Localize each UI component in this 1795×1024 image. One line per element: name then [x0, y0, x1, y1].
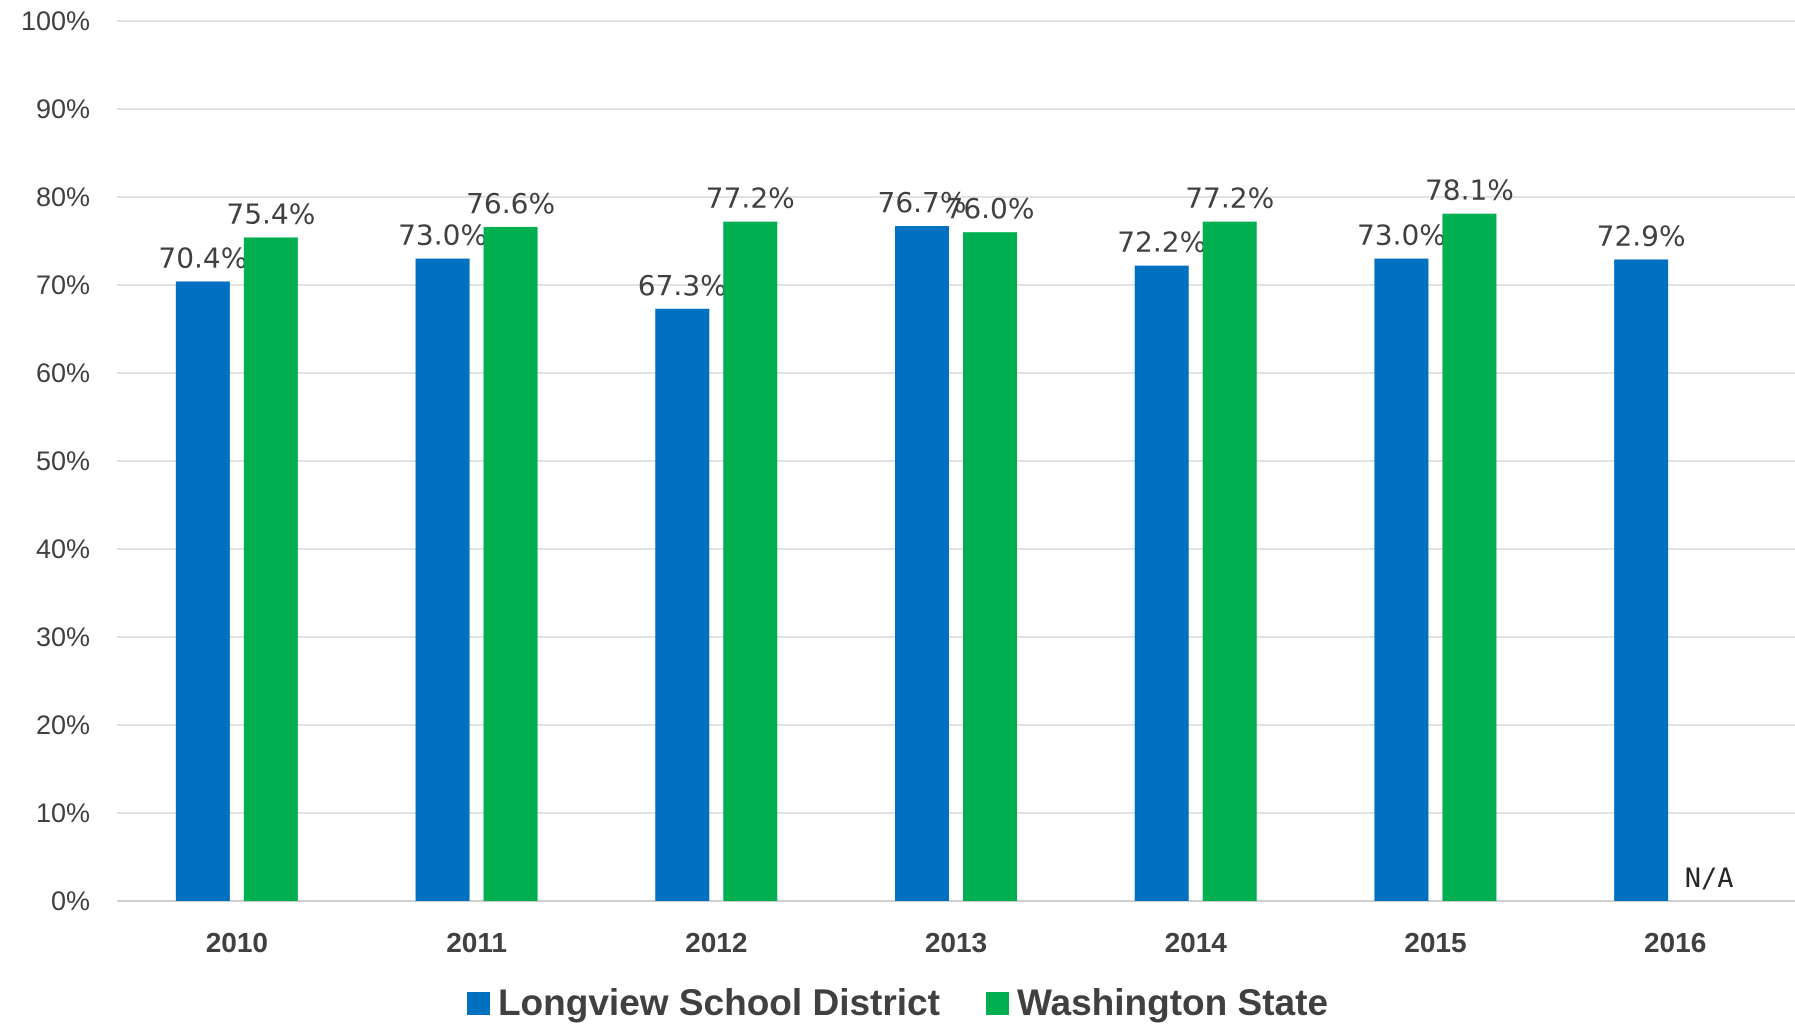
- legend-item-washington: Washington State: [985, 982, 1329, 1024]
- data-label: 76.7%: [878, 186, 967, 219]
- legend-item-longview: Longview School District: [466, 982, 940, 1024]
- x-tick-label: 2012: [685, 927, 747, 958]
- y-tick-label: 20%: [36, 710, 90, 740]
- data-label: 72.2%: [1117, 226, 1206, 259]
- y-tick-label: 60%: [36, 358, 90, 388]
- y-tick-label: 70%: [36, 270, 90, 300]
- y-tick-label: 40%: [36, 534, 90, 564]
- y-tick-label: 30%: [36, 622, 90, 652]
- data-label: 67.3%: [638, 269, 727, 302]
- bar-washington: [963, 232, 1017, 901]
- bar-chart: 0% 10% 20% 30% 40% 50% 60% 70% 80% 90% 100% 70.4% 75…: [21, 6, 1795, 958]
- data-label: 77.2%: [1185, 182, 1274, 215]
- bar-longview: [895, 226, 949, 902]
- bar-washington: [1202, 221, 1257, 901]
- legend-label-washington: Washington State: [1016, 982, 1329, 1023]
- data-label: 73.0%: [398, 219, 487, 252]
- bar-longview: [655, 308, 710, 901]
- bar-washington: [483, 226, 538, 902]
- data-label-na: N/A: [1685, 863, 1734, 894]
- y-tick-label: 80%: [36, 182, 90, 212]
- data-label: 75.4%: [226, 197, 315, 230]
- y-tick-label: 0%: [51, 886, 90, 916]
- data-label: 76.0%: [946, 192, 1035, 225]
- bar-washington: [1442, 213, 1497, 902]
- x-tick-label: 2010: [206, 927, 268, 958]
- y-tick-label: 50%: [36, 446, 90, 476]
- legend-swatch-longview: [466, 991, 490, 1015]
- legend-swatch-washington: [985, 991, 1009, 1015]
- y-tick-label: 90%: [36, 94, 90, 124]
- legend-label-longview: Longview School District: [497, 982, 940, 1023]
- bar-longview: [1134, 265, 1189, 901]
- data-label: 72.9%: [1597, 219, 1686, 252]
- data-label: 78.1%: [1425, 174, 1514, 207]
- y-tick-label: 100%: [21, 6, 90, 36]
- data-label: 76.6%: [466, 187, 555, 220]
- y-tick-label: 10%: [36, 798, 90, 828]
- x-tick-label: 2015: [1404, 927, 1466, 958]
- data-label: 77.2%: [706, 182, 795, 215]
- bar-longview: [175, 281, 230, 902]
- bar-longview: [415, 258, 470, 902]
- x-tick-label: 2013: [925, 927, 987, 958]
- bar-washington: [243, 237, 298, 902]
- legend: Longview School District Washington Stat…: [0, 982, 1795, 1024]
- data-label: 70.4%: [158, 241, 247, 274]
- bar-washington: [723, 221, 778, 901]
- x-tick-label: 2014: [1165, 927, 1228, 958]
- x-tick-label: 2016: [1644, 927, 1706, 958]
- bar-longview: [1374, 258, 1429, 902]
- bar-longview: [1614, 259, 1669, 902]
- x-tick-label: 2011: [446, 927, 507, 958]
- data-label: 73.0%: [1357, 219, 1446, 252]
